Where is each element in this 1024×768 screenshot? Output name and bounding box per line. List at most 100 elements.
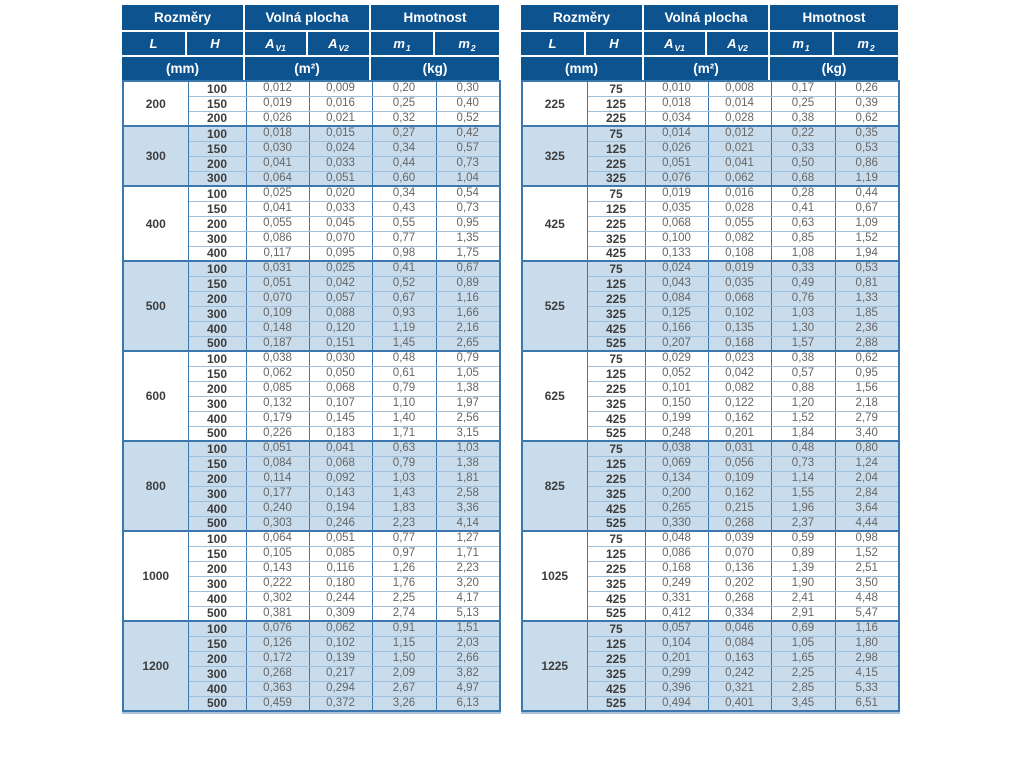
cell-m2: 0,53 [834,260,900,277]
table-row: 125 0,104 0,084 1,05 1,80 [522,635,900,652]
cell-av2: 0,334 [707,605,772,622]
cell-m2: 0,67 [435,260,501,277]
cell-m2: 1,52 [834,545,900,562]
cell-h: 200 [187,110,247,127]
cell-m2: 0,39 [834,95,900,112]
header-unit-left-0: (mm) [122,57,245,80]
cell-m1: 1,10 [371,395,437,412]
cell-av2: 0,035 [707,275,772,292]
cell-av1: 0,303 [245,515,310,532]
table-row: 525 0,207 0,168 1,57 2,88 [522,335,900,352]
cell-av1: 0,494 [644,695,709,712]
cell-m1: 2,41 [770,590,836,607]
cell-av1: 0,412 [644,605,709,622]
cell-m2: 2,18 [834,395,900,412]
header-col-right-h: H [586,32,644,57]
cell-m2: 3,40 [834,425,900,442]
cell-av1: 0,249 [644,575,709,592]
header-col-base: m [458,36,470,51]
cell-av2: 0,107 [308,395,373,412]
cell-av2: 0,009 [308,80,373,97]
cell-l: 225 [521,80,588,127]
table-row: 300 0,268 0,217 2,09 3,82 [123,665,501,682]
cell-m1: 1,96 [770,500,836,517]
cell-av2: 0,042 [707,365,772,382]
cell-m1: 2,25 [770,665,836,682]
cell-av2: 0,244 [308,590,373,607]
cell-h: 125 [586,365,646,382]
cell-av1: 0,100 [644,230,709,247]
cell-h: 525 [586,515,646,532]
cell-av2: 0,012 [707,125,772,142]
cell-h: 200 [187,380,247,397]
cell-m2: 0,40 [435,95,501,112]
cell-av2: 0,031 [707,440,772,457]
cell-av2: 0,028 [707,200,772,217]
cell-av1: 0,076 [644,170,709,187]
cell-h: 100 [187,260,247,277]
cell-m1: 3,45 [770,695,836,712]
header-col-right-av2: A V2 [707,32,770,57]
table-row: 500 0,187 0,151 1,45 2,65 [123,335,501,352]
cell-m2: 0,81 [834,275,900,292]
cell-av1: 0,026 [644,140,709,157]
cell-m1: 0,27 [371,125,437,142]
cell-m1: 0,76 [770,290,836,307]
table-row: 225 75 0,010 0,008 0,17 0,26 [521,80,900,127]
cell-h: 525 [586,335,646,352]
table-row: 525 0,494 0,401 3,45 6,51 [522,695,900,712]
cell-m2: 1,85 [834,305,900,322]
table-row: 400 0,302 0,244 2,25 4,17 [123,590,501,607]
table-body-right: 225 75 0,010 0,008 0,17 0,26 125 0,018 0,014 0,25… [521,80,900,712]
cell-h: 150 [187,95,247,112]
cell-h: 225 [586,380,646,397]
cell-av2: 0,046 [707,620,772,637]
table-row: 1200 100 0,076 0,062 0,91 1,51 [122,620,501,712]
cell-l: 1025 [521,530,588,622]
cell-h: 425 [586,680,646,697]
header-col-base: H [210,36,220,51]
cell-h: 400 [187,245,247,262]
cell-h: 300 [187,230,247,247]
cell-m1: 1,19 [371,320,437,337]
cell-h: 225 [586,110,646,127]
cell-av2: 0,016 [707,185,772,202]
cell-av1: 0,012 [245,80,310,97]
cell-m2: 2,23 [435,560,501,577]
header-col-base: A [328,36,338,51]
cell-av2: 0,041 [707,155,772,172]
table-row: 200 0,070 0,057 0,67 1,16 [123,290,501,307]
cell-h: 150 [187,200,247,217]
cell-m1: 0,61 [371,365,437,382]
cell-m1: 0,34 [371,140,437,157]
cell-m2: 1,38 [435,380,501,397]
header-group-right-0: Rozměry [521,5,644,32]
cell-m1: 2,74 [371,605,437,622]
cell-av1: 0,226 [245,425,310,442]
cell-av2: 0,151 [308,335,373,352]
cell-av1: 0,068 [644,215,709,232]
table-row: 300 100 0,018 0,015 0,27 0,42 [122,125,501,187]
cell-m1: 0,67 [371,290,437,307]
cell-l: 325 [521,125,588,187]
header-group-right-2: Hmotnost [770,5,898,32]
cell-m2: 4,14 [435,515,501,532]
cell-m2: 0,30 [435,80,501,97]
cell-av2: 0,082 [707,380,772,397]
cell-av2: 0,021 [308,110,373,127]
cell-h: 325 [586,305,646,322]
cell-h: 100 [187,350,247,367]
table-row: 325 0,100 0,082 0,85 1,52 [522,230,900,247]
table-row: 200 0,114 0,092 1,03 1,81 [123,470,501,487]
table-row: 325 0,249 0,202 1,90 3,50 [522,575,900,592]
cell-m2: 2,51 [834,560,900,577]
header-unit-left-1: (m²) [245,57,371,80]
cell-m2: 2,84 [834,485,900,502]
cell-m1: 0,52 [371,275,437,292]
cell-h: 100 [187,530,247,547]
cell-av1: 0,064 [245,170,310,187]
cell-h: 300 [187,485,247,502]
cell-h: 225 [586,650,646,667]
